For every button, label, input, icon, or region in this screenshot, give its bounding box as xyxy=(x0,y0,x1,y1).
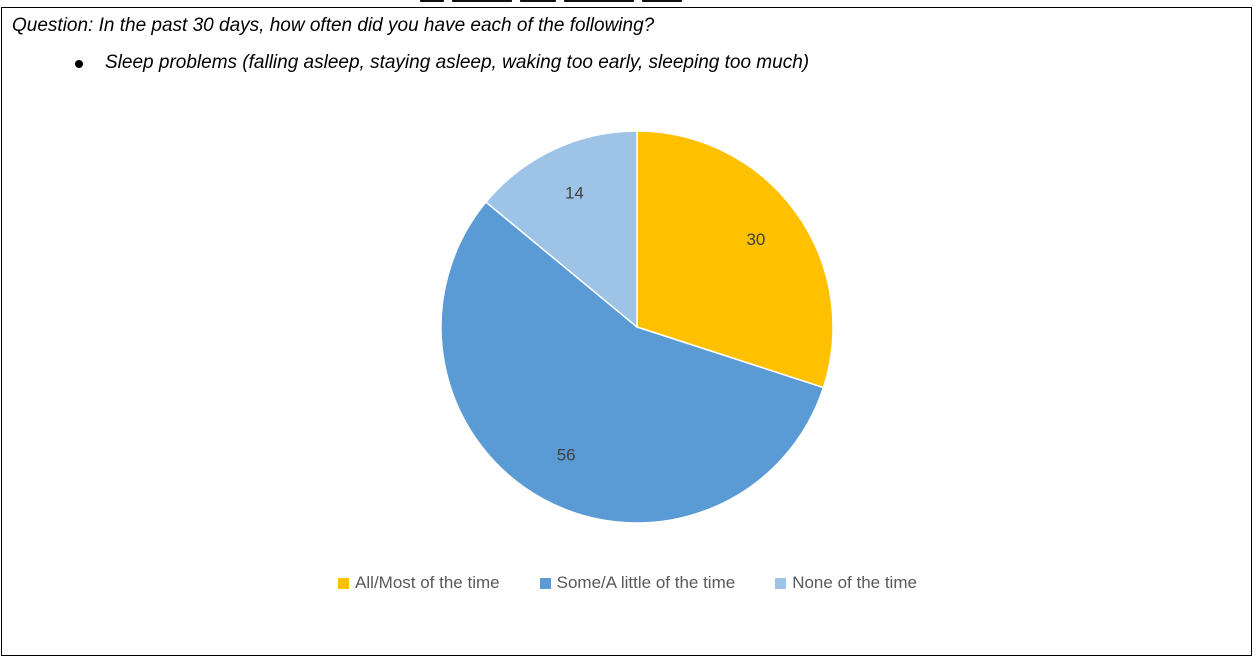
legend-item-all-most: All/Most of the time xyxy=(338,573,500,593)
data-label-some-little: 56 xyxy=(557,445,576,464)
cropped-header-text xyxy=(0,0,1257,9)
legend-swatch-all-most xyxy=(338,577,350,589)
question-text: Question: In the past 30 days, how often… xyxy=(12,15,655,36)
legend-swatch-none xyxy=(775,577,787,589)
bullet-dot-icon xyxy=(75,60,83,68)
bullet-text: Sleep problems (falling asleep, staying … xyxy=(105,52,810,73)
legend-item-none: None of the time xyxy=(775,573,917,593)
legend-swatch-some-little xyxy=(539,577,551,589)
pie-slice-all-most xyxy=(636,130,834,389)
pie-slice-none xyxy=(484,130,638,329)
chart-frame: Question: In the past 30 days, how often… xyxy=(1,7,1252,656)
pie-chart: 30 56 14 xyxy=(440,130,834,524)
legend: All/Most of the time Some/A little of th… xyxy=(2,573,1253,593)
data-label-none: 14 xyxy=(565,183,584,202)
legend-item-some-little: Some/A little of the time xyxy=(539,573,736,593)
pie-slice-some-little xyxy=(440,201,825,524)
legend-label-some-little: Some/A little of the time xyxy=(556,573,736,592)
bullet-item: Sleep problems (falling asleep, staying … xyxy=(75,51,810,75)
legend-label-none: None of the time xyxy=(792,573,917,592)
data-label-all-most: 30 xyxy=(746,230,765,249)
legend-label-all-most: All/Most of the time xyxy=(355,573,500,592)
